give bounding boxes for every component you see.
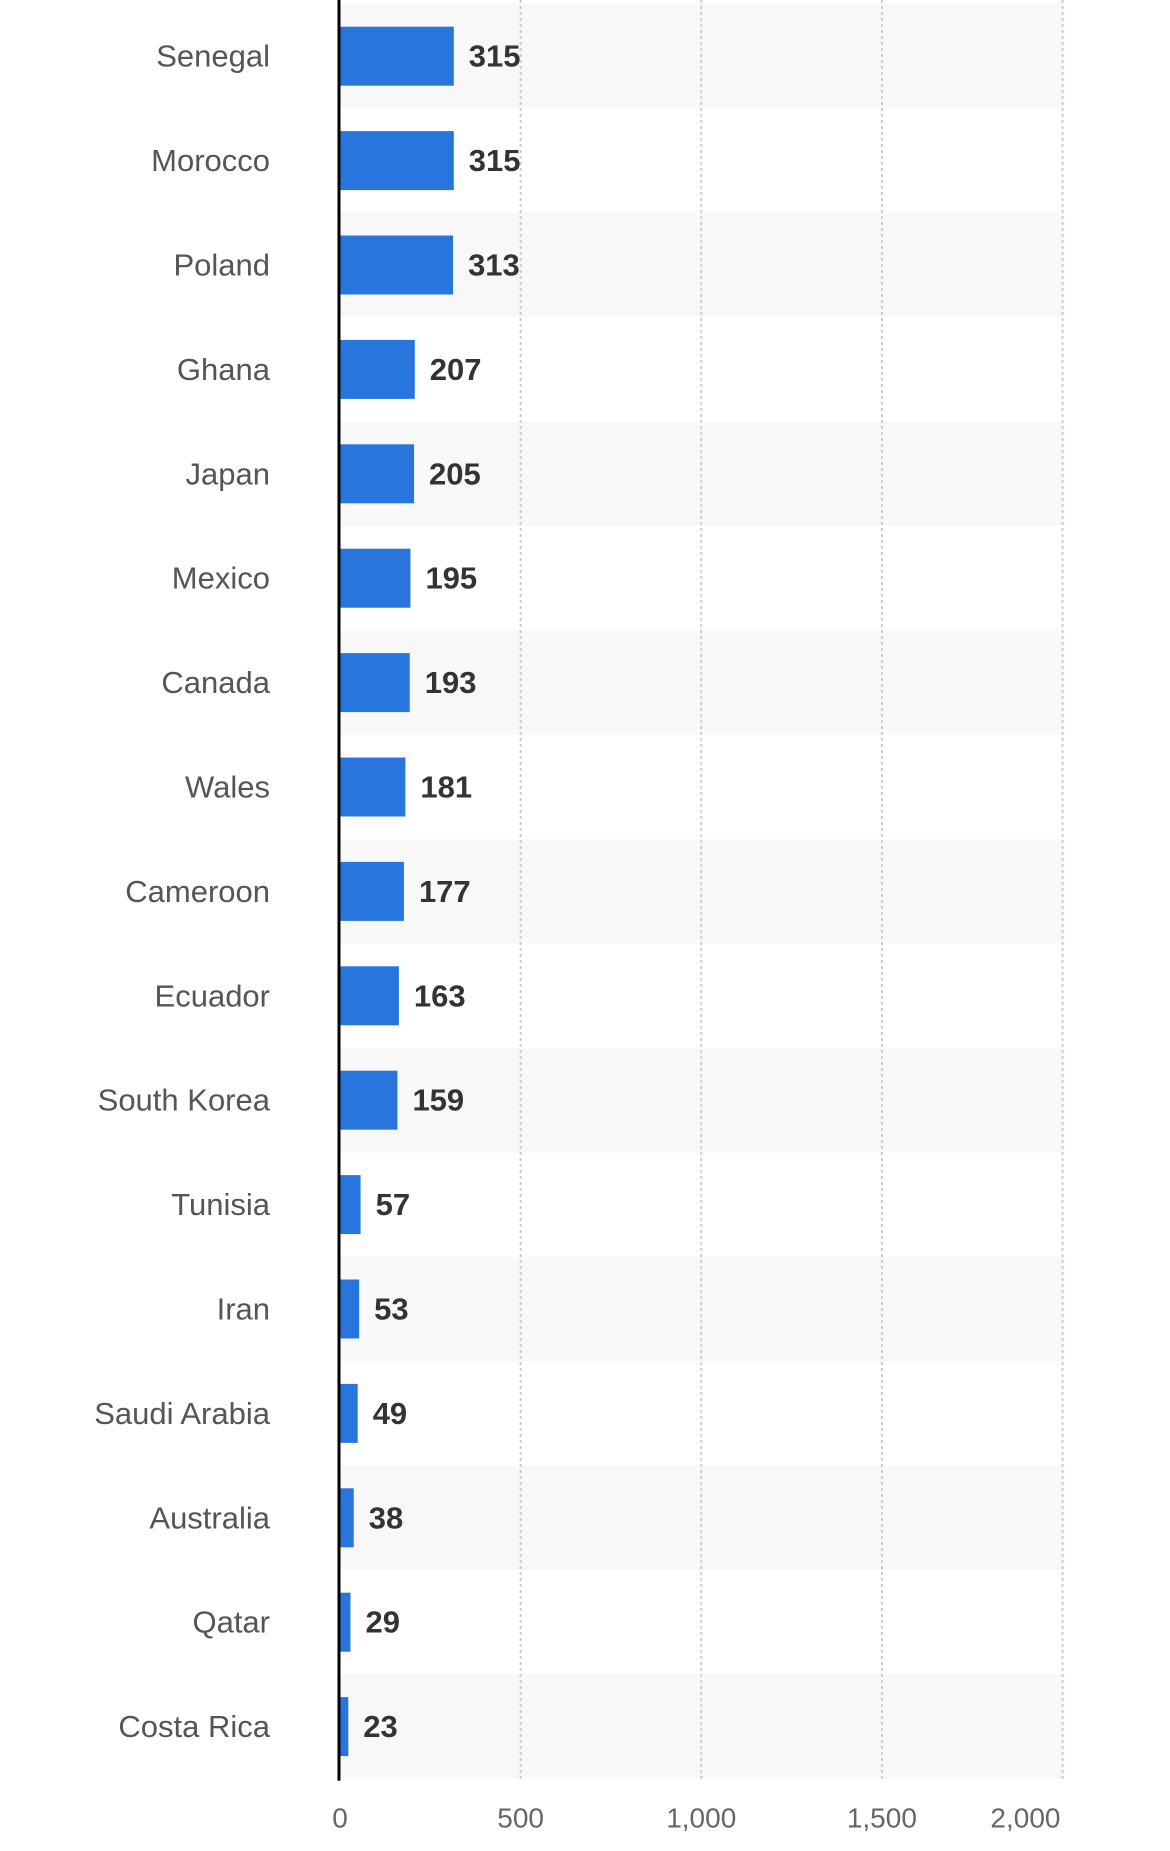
value-label: 315 bbox=[469, 143, 521, 178]
bar-japan bbox=[340, 444, 415, 504]
value-label: 181 bbox=[420, 770, 472, 805]
bar-poland bbox=[340, 235, 454, 295]
value-label: 205 bbox=[429, 456, 481, 491]
bar-australia bbox=[340, 1488, 354, 1548]
bar-mexico bbox=[340, 548, 411, 608]
category-label: Iran bbox=[217, 1292, 270, 1327]
category-labels: Senegal Morocco Poland Ghana Japan Mexico Cana… bbox=[94, 39, 271, 1744]
x-tick-label: 1,000 bbox=[666, 1803, 736, 1834]
value-label: 49 bbox=[373, 1396, 407, 1431]
x-tick-label: 1,500 bbox=[847, 1803, 917, 1834]
bar-saudi-arabia bbox=[340, 1383, 358, 1443]
category-label: Canada bbox=[161, 665, 270, 700]
bar-morocco bbox=[340, 131, 454, 191]
category-label: Australia bbox=[149, 1500, 270, 1535]
bar-ecuador bbox=[340, 966, 399, 1026]
value-label: 193 bbox=[425, 665, 477, 700]
value-label: 163 bbox=[414, 978, 466, 1013]
x-tick-label: 0 bbox=[332, 1803, 348, 1834]
category-label: Tunisia bbox=[171, 1187, 271, 1222]
value-label: 313 bbox=[468, 248, 520, 283]
value-label: 315 bbox=[469, 39, 521, 74]
category-label: Saudi Arabia bbox=[94, 1396, 271, 1431]
category-label: Morocco bbox=[151, 143, 270, 178]
category-label: Senegal bbox=[156, 39, 270, 74]
bar-cameroon bbox=[340, 861, 404, 921]
category-label: Mexico bbox=[172, 561, 270, 596]
bar-senegal bbox=[340, 26, 454, 86]
bar-wales bbox=[340, 757, 406, 817]
grid-lines bbox=[519, 0, 1064, 1779]
bar-qatar bbox=[340, 1592, 351, 1652]
value-label: 53 bbox=[374, 1292, 408, 1327]
value-label: 177 bbox=[419, 874, 471, 909]
category-label: Cameroon bbox=[125, 874, 270, 909]
category-label: Costa Rica bbox=[118, 1709, 270, 1744]
value-label: 207 bbox=[430, 352, 482, 387]
category-label: South Korea bbox=[98, 1083, 271, 1118]
bar-tunisia bbox=[340, 1175, 361, 1235]
x-tick-label: 2,000 bbox=[990, 1803, 1060, 1834]
bar-south-korea bbox=[340, 1070, 398, 1130]
bar-iran bbox=[340, 1279, 360, 1339]
bars bbox=[340, 26, 454, 1757]
category-label: Japan bbox=[186, 456, 270, 491]
category-label: Qatar bbox=[192, 1605, 270, 1640]
x-tick-label: 500 bbox=[497, 1803, 544, 1834]
category-label: Ecuador bbox=[155, 978, 270, 1013]
row-band bbox=[340, 1674, 1065, 1779]
category-label: Poland bbox=[173, 248, 270, 283]
bar-canada bbox=[340, 653, 410, 713]
category-label: Wales bbox=[185, 770, 270, 805]
value-label: 57 bbox=[376, 1187, 410, 1222]
row-band bbox=[340, 630, 1065, 735]
value-label: 195 bbox=[425, 561, 477, 596]
value-label: 29 bbox=[365, 1605, 399, 1640]
value-labels: 315 315 313 207 205 195 193 181 177 163 159 57 53 49 3… bbox=[363, 39, 520, 1744]
bar-ghana bbox=[340, 339, 415, 399]
value-label: 159 bbox=[412, 1083, 464, 1118]
category-label: Ghana bbox=[177, 352, 271, 387]
x-tick-labels: 0 500 1,000 1,500 2,000 bbox=[332, 1803, 1060, 1834]
bar-costa-rica bbox=[340, 1697, 349, 1757]
value-label: 38 bbox=[369, 1500, 403, 1535]
value-label: 23 bbox=[363, 1709, 397, 1744]
